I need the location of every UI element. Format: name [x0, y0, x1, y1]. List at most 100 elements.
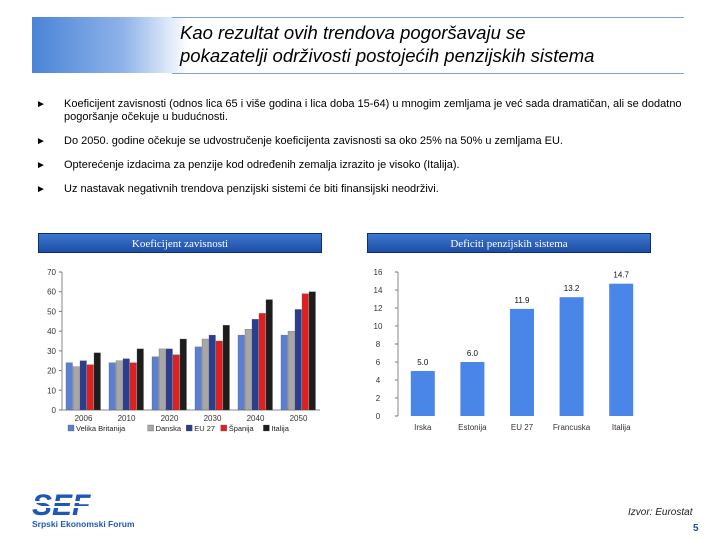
- y-tick-label: 50: [47, 307, 56, 316]
- legend-swatch: [147, 424, 154, 432]
- y-tick-label: 10: [374, 322, 383, 331]
- x-tick-label: 2040: [247, 414, 265, 423]
- sef-logo: SEF Srpski Ekonomski Forum: [30, 488, 150, 537]
- bullet-list: ► Koeficijent zavisnosti (odnos lica 65 …: [36, 98, 686, 207]
- y-tick-label: 20: [47, 367, 56, 376]
- x-tick-label: Estonija: [458, 423, 487, 432]
- title-bottom-rule: [172, 73, 684, 74]
- bar: [258, 313, 266, 411]
- x-tick-label: 2030: [204, 414, 222, 423]
- bullet-text: Uz nastavak negativnih trendova penzijsk…: [64, 183, 439, 195]
- bar: [251, 319, 259, 411]
- bullet-item: ► Do 2050. godine očekuje se udvostručen…: [36, 135, 686, 148]
- y-tick-label: 60: [47, 288, 56, 297]
- sef-logo-subtitle: Srpski Ekonomski Forum: [32, 519, 135, 529]
- bar: [308, 291, 316, 411]
- legend-swatch: [67, 424, 75, 432]
- bar: [151, 356, 159, 411]
- bar: [194, 346, 202, 411]
- x-tick-label: 2010: [118, 414, 136, 423]
- bar: [65, 362, 73, 411]
- bullet-arrow-icon: ►: [36, 184, 46, 195]
- logo-stripe: [32, 501, 132, 503]
- y-tick-label: 2: [376, 394, 381, 403]
- y-tick-label: 8: [376, 340, 381, 349]
- bullet-arrow-icon: ►: [36, 99, 46, 110]
- y-tick-label: 0: [52, 406, 57, 415]
- bar: [301, 293, 309, 411]
- legend-swatch: [263, 424, 270, 432]
- x-tick-label: 2020: [161, 414, 179, 423]
- bar: [244, 329, 252, 411]
- source-note: Izvor: Eurostat: [628, 507, 693, 518]
- bar: [460, 362, 485, 416]
- bullet-text: Koeficijent zavisnosti (odnos lica 65 i …: [64, 98, 682, 123]
- x-tick-label: Francuska: [553, 423, 591, 432]
- bullet-arrow-icon: ►: [36, 160, 46, 171]
- slide-title: Kao rezultat ovih trendova pogoršavaju s…: [180, 21, 680, 67]
- title-top-rule: [172, 17, 684, 18]
- y-tick-label: 30: [47, 347, 56, 356]
- bar: [609, 283, 634, 416]
- y-tick-label: 70: [47, 268, 56, 277]
- bullet-text: Do 2050. godine očekuje se udvostručenje…: [64, 135, 563, 147]
- y-tick-label: 0: [376, 412, 381, 421]
- y-tick-label: 40: [47, 327, 56, 336]
- bar: [287, 330, 295, 411]
- legend-label: Italija: [271, 424, 289, 433]
- bar: [108, 362, 116, 411]
- y-tick-label: 14: [374, 286, 383, 295]
- bar: [158, 348, 166, 411]
- bar: [179, 338, 187, 411]
- data-label: 6.0: [467, 349, 479, 358]
- title-line-1: Kao rezultat ovih trendova pogoršavaju s…: [180, 22, 526, 43]
- bar: [294, 309, 302, 411]
- y-tick-label: 16: [374, 268, 383, 277]
- x-tick-label: Italija: [612, 423, 631, 432]
- sef-logo-mark: SEF Srpski Ekonomski Forum: [32, 489, 135, 529]
- data-label: 13.2: [564, 284, 580, 293]
- left-panel-title: Koeficijent zavisnosti: [38, 233, 322, 253]
- x-tick-label: 2050: [290, 414, 308, 423]
- y-tick-label: 12: [374, 304, 383, 313]
- y-tick-label: 4: [376, 376, 381, 385]
- bar: [280, 334, 288, 411]
- logo-stripe: [32, 506, 132, 508]
- bar: [201, 338, 209, 411]
- bar: [129, 362, 137, 411]
- x-tick-label: 2006: [75, 414, 93, 423]
- bar: [136, 348, 144, 411]
- bar: [265, 299, 273, 411]
- pension-deficit-chart: 0 2 4 6 8 10 12 14 16 5.0 Irska 6.0 Estonija 11.9 EU 2…: [374, 268, 634, 432]
- data-label: 5.0: [417, 358, 429, 367]
- bullet-item: ► Opterećenje izdacima za penzije kod od…: [36, 159, 686, 172]
- bullet-item: ► Koeficijent zavisnosti (odnos lica 65 …: [36, 98, 686, 124]
- bar: [208, 334, 216, 411]
- bullet-arrow-icon: ►: [36, 136, 46, 147]
- data-label: 11.9: [515, 296, 531, 305]
- legend-label: Velika Britanija: [76, 424, 126, 433]
- bar: [559, 297, 584, 416]
- legend-label: Španija: [229, 424, 255, 433]
- bar: [510, 308, 534, 416]
- y-tick-label: 10: [47, 386, 56, 395]
- right-panel-title: Deficiti penzijskih sistema: [367, 233, 651, 253]
- legend-swatch: [186, 424, 193, 432]
- bar: [86, 364, 94, 411]
- legend-label: Danska: [156, 424, 182, 433]
- bar: [237, 334, 245, 411]
- legend-swatch: [220, 424, 227, 432]
- page-number: 5: [693, 523, 699, 534]
- bar: [122, 358, 130, 411]
- bar: [115, 360, 123, 411]
- bar: [79, 360, 87, 411]
- bar: [215, 340, 223, 411]
- sef-logo-letters: SEF: [32, 489, 91, 522]
- legend-label: EU 27: [194, 424, 215, 433]
- bar: [165, 348, 173, 411]
- x-tick-label: EU 27: [511, 423, 534, 432]
- bar: [93, 352, 101, 411]
- title-band: [32, 17, 684, 73]
- x-tick-label: Irska: [414, 423, 432, 432]
